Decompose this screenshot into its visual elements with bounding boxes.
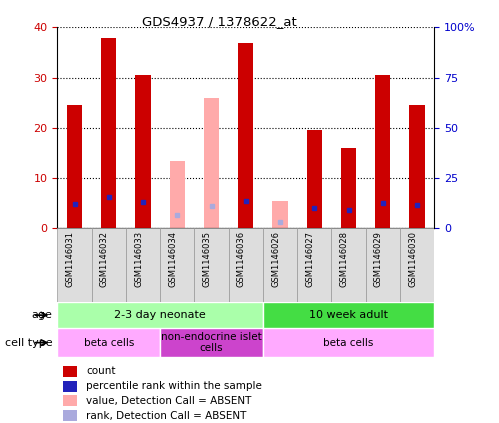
Text: non-endocrine islet
cells: non-endocrine islet cells (161, 332, 262, 354)
Text: GSM1146036: GSM1146036 (237, 231, 246, 287)
Text: GSM1146034: GSM1146034 (168, 231, 177, 287)
Bar (63, 366, 77, 377)
Text: percentile rank within the sample: percentile rank within the sample (86, 381, 262, 391)
Bar (57, 302, 263, 328)
Text: GSM1146027: GSM1146027 (305, 231, 314, 287)
Bar (101, 38, 116, 228)
Bar (263, 228, 297, 302)
Bar (297, 228, 331, 302)
Text: cell type: cell type (5, 338, 52, 348)
Bar (341, 148, 356, 228)
Bar (160, 328, 263, 357)
Text: GSM1146029: GSM1146029 (374, 231, 383, 286)
Text: count: count (86, 366, 115, 376)
Text: 10 week adult: 10 week adult (309, 310, 388, 320)
Bar (204, 98, 219, 228)
Text: beta cells: beta cells (83, 338, 134, 348)
Bar (63, 410, 77, 421)
Text: GSM1146033: GSM1146033 (134, 231, 143, 287)
Text: GSM1146028: GSM1146028 (339, 231, 348, 287)
Bar (135, 75, 151, 228)
Bar (263, 328, 434, 357)
Bar (67, 105, 82, 228)
Text: value, Detection Call = ABSENT: value, Detection Call = ABSENT (86, 396, 251, 406)
Bar (126, 228, 160, 302)
Text: GSM1146035: GSM1146035 (203, 231, 212, 287)
Text: GDS4937 / 1378622_at: GDS4937 / 1378622_at (142, 15, 297, 28)
Text: GSM1146031: GSM1146031 (65, 231, 74, 287)
Bar (238, 43, 253, 228)
Bar (263, 302, 434, 328)
Bar (63, 396, 77, 407)
Bar (57, 228, 92, 302)
Text: GSM1146026: GSM1146026 (271, 231, 280, 287)
Text: age: age (31, 310, 52, 320)
Bar (57, 328, 160, 357)
Bar (160, 228, 195, 302)
Bar (306, 130, 322, 228)
Text: GSM1146030: GSM1146030 (408, 231, 417, 287)
Text: beta cells: beta cells (323, 338, 374, 348)
Bar (170, 161, 185, 228)
Text: rank, Detection Call = ABSENT: rank, Detection Call = ABSENT (86, 411, 247, 420)
Bar (409, 105, 425, 228)
Bar (229, 228, 263, 302)
Text: 2-3 day neonate: 2-3 day neonate (114, 310, 206, 320)
Bar (272, 201, 288, 228)
Bar (375, 75, 390, 228)
Bar (400, 228, 434, 302)
Bar (63, 381, 77, 392)
Bar (366, 228, 400, 302)
Bar (92, 228, 126, 302)
Bar (331, 228, 366, 302)
Bar (195, 228, 229, 302)
Text: GSM1146032: GSM1146032 (100, 231, 109, 287)
